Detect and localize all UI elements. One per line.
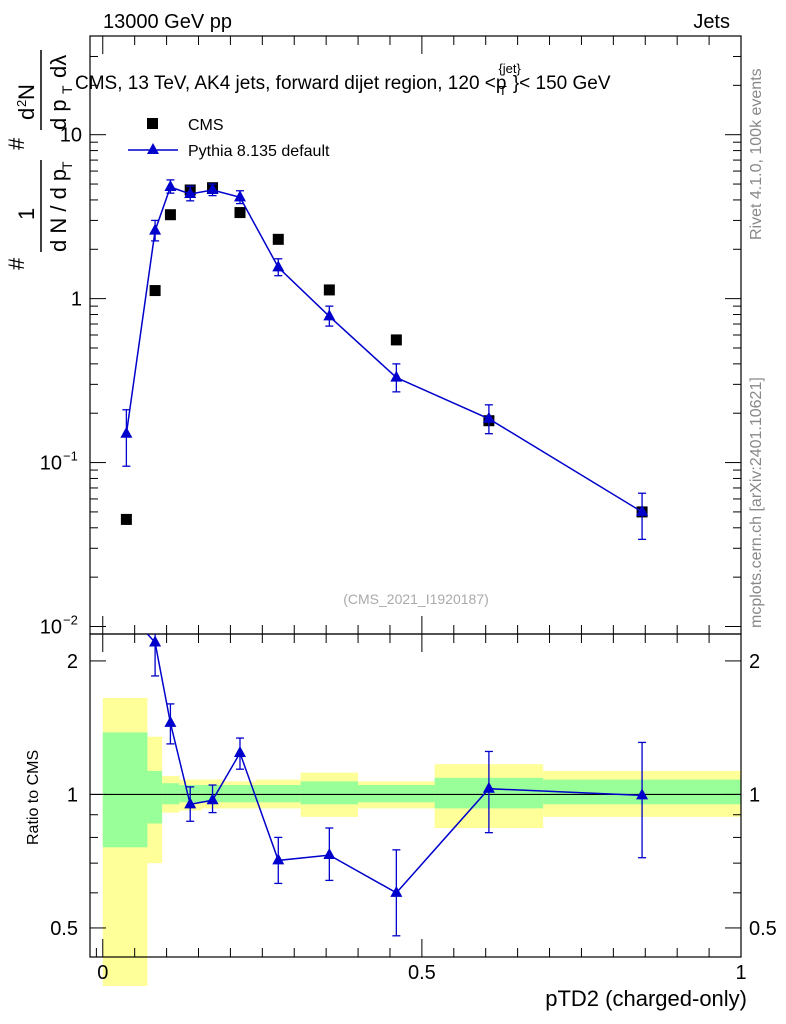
ylabel-one: 1 [14,208,39,220]
ratio-pythia-point [233,746,246,757]
ratio-ytick-label-left: 1 [67,784,78,806]
analysis-watermark: (CMS_2021_I1920187) [343,591,489,607]
header-energy: 13000 GeV pp [103,11,232,33]
main-ytick-label: 10 [40,453,62,475]
ratio-pythia-line [154,642,643,894]
pythia-point [482,411,495,423]
ratio-pythia-point [184,797,197,809]
legend: CMS Pythia 8.135 default [128,117,330,160]
ylabel-n: N [14,84,39,100]
legend-label-cms: CMS [188,117,224,134]
cms-point [164,209,176,221]
ratio-pythia-point [164,715,177,727]
ratio-pythia-point [390,885,403,897]
ratio-ylabel: Ratio to CMS [25,750,42,845]
ratio-pythia-point [206,793,219,805]
x-axis-title: pTD2 (charged-only) [545,986,747,1011]
ratio-stat-band-5 [224,785,256,803]
ratio-pythia-point [482,781,495,793]
cms-point [149,285,161,297]
ratio-xtick-label: 1 [735,962,746,984]
ylabel-dpt: d p [46,99,71,130]
ylabel-hash2: # [4,137,29,150]
legend-marker-pythia [147,143,159,154]
main-ylabel: # 1 d N / d p T # d 2 N d p T dλ [4,50,75,270]
pythia-point [323,309,336,321]
pythia-line [125,186,643,513]
ratio-panel: 0 0.5 12 21 10.5 0.5 [50,633,777,986]
main-ytick-exponent: −2 [63,612,78,627]
ratio-stat-band-6 [255,785,301,803]
main-title: CMS, 13 TeV, AK4 jets, forward dijet reg… [75,61,611,98]
cms-point [120,513,132,525]
main-ytick-label: 10 [60,125,82,147]
pythia-point [149,223,162,235]
main-ytick-exponent: −1 [63,449,78,464]
ratio-xtick-label: 0 [97,962,108,984]
mcplots-label: mcplots.cern.ch [arXiv:2401.10621] [748,377,765,628]
cms-point [234,207,246,219]
ratio-ytick-label-left: 2 [67,651,78,673]
ratio-stat-band-8 [358,785,435,803]
pythia-point [233,190,246,202]
ratio-xtick-label: 0.5 [408,962,436,984]
ylabel-dndpt: d N / d p [46,169,71,252]
ratio-ytick-label-left: 0.5 [50,918,78,940]
pythia-point [206,182,219,194]
ratio-stat-band-2 [162,783,180,805]
pythia-point [272,260,285,272]
ratio-ytick-label-right: 0.5 [749,918,777,940]
legend-marker-cms [147,118,158,129]
ratio-pythia-point [323,848,336,860]
ratio-stat-band-7 [300,781,359,805]
ratio-stat-band-0 [102,732,148,848]
pythia-point [120,426,133,438]
pythia-point [390,370,403,382]
ratio-pythia-point [272,853,285,865]
ylabel-sup2: 2 [14,100,29,107]
ylabel-d: d [14,108,39,120]
ylabel-dlambda: dλ [46,55,71,78]
rivet-label: Rivet 4.1.0, 100k events [748,68,765,240]
cms-point [390,334,402,346]
ratio-pythia-point [149,635,162,647]
pythia-point [636,504,649,516]
ratio-frame [89,633,742,958]
ratio-ytick-label-right: 1 [749,784,760,806]
cms-point [272,233,284,245]
main-ytick-label: 1 [71,289,82,311]
pythia-point [184,186,197,198]
ratio-ytick-label-right: 2 [749,651,760,673]
header-jets: Jets [693,11,730,33]
legend-label-pythia: Pythia 8.135 default [188,143,330,160]
ylabel-hash1: # [4,257,29,270]
main-ytick-label: 10 [40,616,62,638]
ylabel-sub-t: T [59,161,75,170]
ratio-stat-band-1 [147,770,163,824]
ylabel-sub-t2: T [59,85,75,94]
cms-point [323,284,335,296]
ratio-pythia-point [636,788,649,800]
pythia-point [164,179,177,191]
